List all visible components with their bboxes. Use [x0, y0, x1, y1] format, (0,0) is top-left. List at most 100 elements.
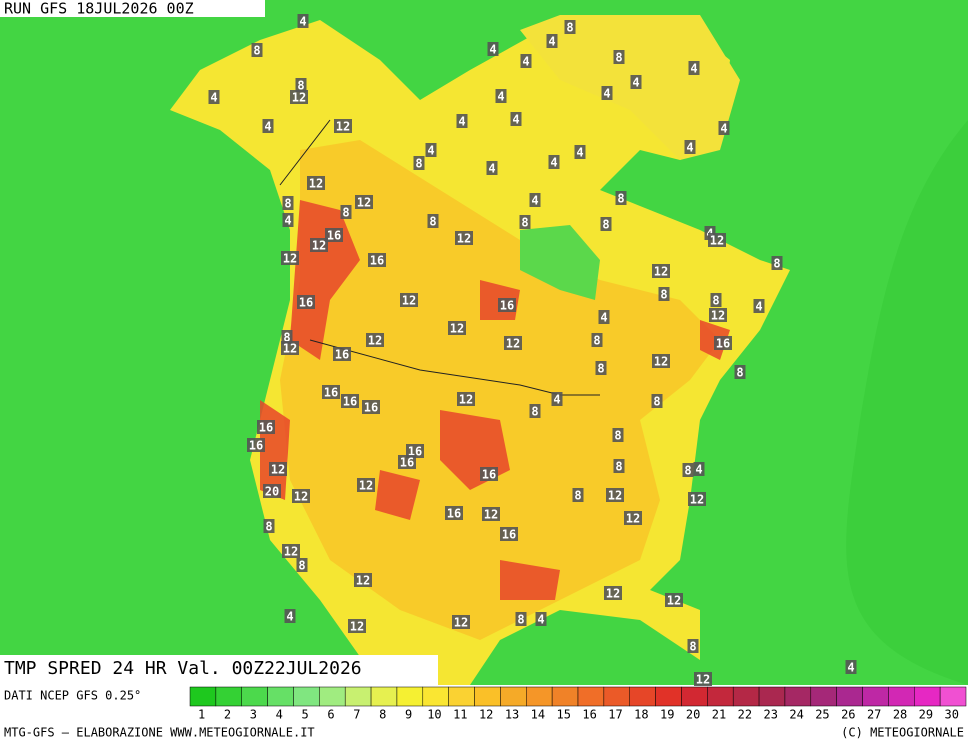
colorbar-cell: [732, 686, 760, 707]
label-box: [325, 228, 343, 242]
run-title: RUN GFS 18JUL2026 00Z: [4, 0, 194, 18]
contour-label: 8: [283, 331, 290, 345]
contour-label: 8: [773, 257, 780, 271]
contour-label: 12: [608, 489, 622, 503]
label-box: [482, 507, 500, 521]
contour-label: 8: [689, 640, 696, 654]
colorbar-cell: [319, 686, 346, 707]
label-box: [282, 196, 294, 210]
colorbar-tick-label: 27: [867, 708, 881, 722]
label-box: [519, 215, 531, 229]
label-box: [366, 333, 384, 347]
label-box: [529, 404, 541, 418]
contour-label: 16: [716, 337, 730, 351]
label-box: [208, 90, 220, 104]
label-box: [413, 156, 425, 170]
contour-label: 8: [712, 294, 719, 308]
colorbar-tick-label: 16: [582, 708, 596, 722]
label-box: [652, 354, 670, 368]
colorbar-cell: [370, 686, 398, 707]
colorbar-tick-label: 10: [427, 708, 441, 722]
colorbar-cell: [629, 686, 656, 707]
contour-label: 16: [400, 456, 414, 470]
label-box: [658, 287, 670, 301]
label-box: [263, 484, 281, 498]
label-box: [457, 392, 475, 406]
contour-label: 8: [253, 44, 260, 58]
label-box: [445, 506, 463, 520]
colorbar-tick-label: 25: [815, 708, 829, 722]
contour-label: 4: [600, 311, 607, 325]
land-high: [260, 200, 730, 600]
label-box: [348, 619, 366, 633]
colorbar-tick-label: 29: [919, 708, 933, 722]
colorbar-cell: [500, 686, 527, 707]
label-box: [551, 392, 563, 406]
credit: MTG-GFS — ELABORAZIONE WWW.METEOGIORNALE…: [4, 726, 315, 740]
label-box: [282, 213, 294, 227]
label-box: [598, 310, 610, 324]
contour-label: 8: [653, 395, 660, 409]
label-box: [708, 233, 726, 247]
colorbar-tick-label: 18: [634, 708, 648, 722]
contour-label: 8: [614, 429, 621, 443]
colorbar-tick-label: 14: [531, 708, 545, 722]
label-box: [687, 639, 699, 653]
label-box: [612, 428, 624, 442]
contour-label: 4: [576, 146, 583, 160]
label-box: [448, 321, 466, 335]
label-box: [398, 455, 416, 469]
colorbar-tick-label: 7: [353, 708, 360, 722]
colorbar-tick-label: 30: [945, 708, 959, 722]
contour-label: 12: [368, 334, 382, 348]
source: DATI NCEP GFS 0.25°: [4, 689, 141, 703]
contour-label: 8: [298, 559, 305, 573]
label-box: [520, 54, 532, 68]
label-box: [694, 672, 712, 686]
contour-label: 4: [690, 62, 697, 76]
contour-label: 12: [356, 574, 370, 588]
contour-label: 4: [458, 115, 465, 129]
contour-label: 8: [415, 157, 422, 171]
contour-label: 8: [521, 216, 528, 230]
label-box: [455, 231, 473, 245]
contour-label: 8: [531, 405, 538, 419]
contour-label: 12: [606, 587, 620, 601]
contour-label: 16: [327, 229, 341, 243]
label-box: [297, 295, 315, 309]
label-box: [572, 488, 584, 502]
contour-label: 12: [350, 620, 364, 634]
contour-label: 4: [847, 661, 854, 675]
contour-label: 12: [506, 337, 520, 351]
contour-label: 16: [299, 296, 313, 310]
contour-label: 12: [450, 322, 464, 336]
colorbar-tick-label: 3: [250, 708, 257, 722]
colorbar-tick-label: 8: [379, 708, 386, 722]
label-box: [595, 361, 607, 375]
contour-label: 4: [553, 393, 560, 407]
label-box: [357, 478, 375, 492]
label-box: [601, 86, 613, 100]
contour-label: 8: [615, 51, 622, 65]
contour-label: 8: [615, 460, 622, 474]
contour-label: 16: [370, 254, 384, 268]
contour-label: 4: [427, 144, 434, 158]
contour-label: 12: [654, 265, 668, 279]
contour-label: 12: [283, 252, 297, 266]
label-box: [282, 544, 300, 558]
colorbar-cell: [474, 686, 501, 707]
colorbar-tick-label: 17: [608, 708, 622, 722]
contour-label: 4: [286, 610, 293, 624]
contour-label: 4: [686, 141, 693, 155]
colorbar-cell: [681, 686, 708, 707]
label-box: [400, 293, 418, 307]
contour-label: 12: [710, 234, 724, 248]
label-box: [734, 365, 746, 379]
colorbar-cell: [836, 686, 863, 707]
label-box: [456, 114, 468, 128]
colorbar-cell: [888, 686, 915, 707]
label-box: [600, 217, 612, 231]
contour-label: 16: [249, 439, 263, 453]
colorbar-cell: [215, 686, 242, 707]
